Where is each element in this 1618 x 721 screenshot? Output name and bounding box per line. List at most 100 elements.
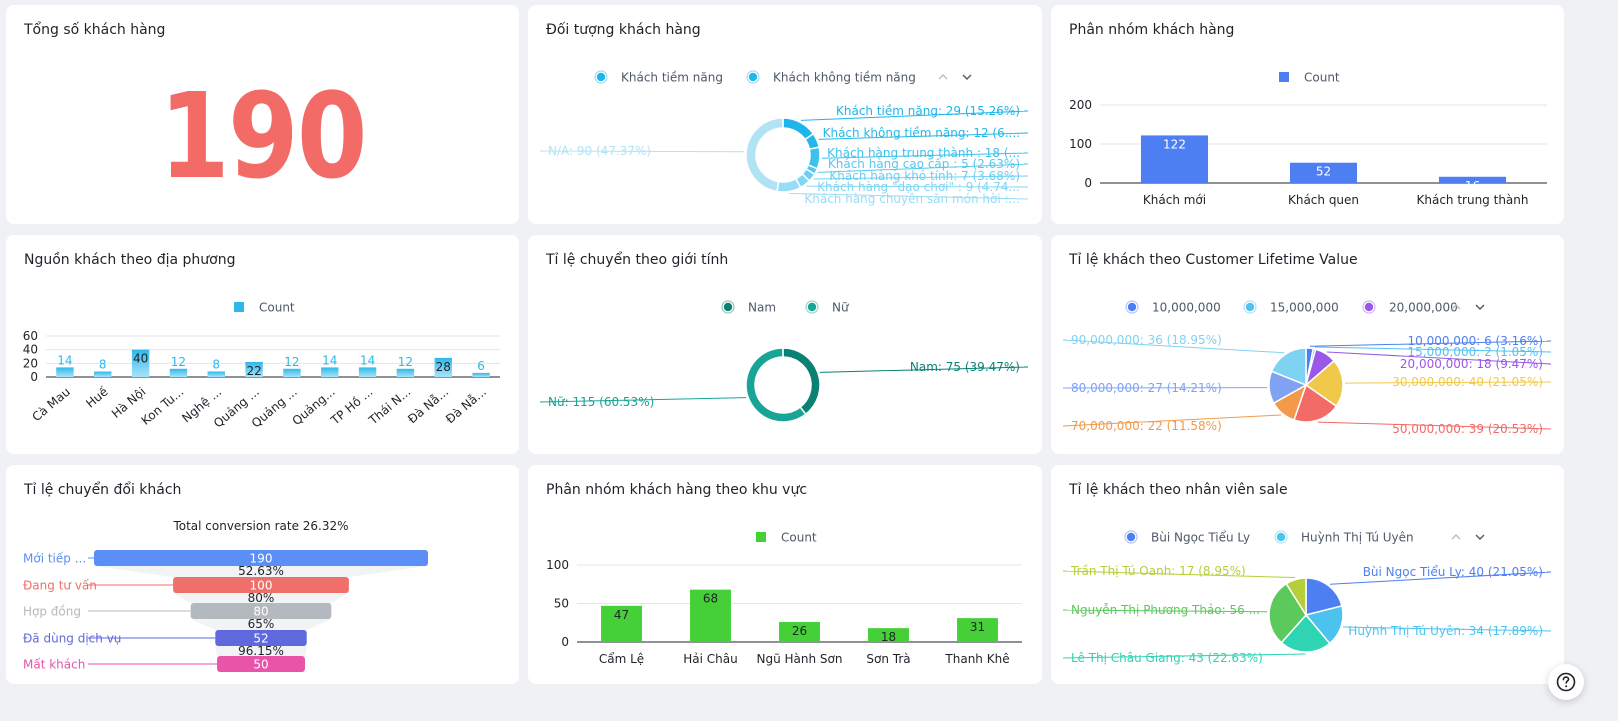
total-customers-value: 190	[159, 67, 367, 205]
chevron-up-icon	[1451, 304, 1461, 310]
x-tick-label: Đà Nẵ...	[443, 385, 489, 427]
legend-label: Huỳnh Thị Tú Uyên	[1301, 531, 1414, 545]
bar	[396, 368, 415, 377]
pie-leader-line	[818, 132, 1029, 140]
funnel-stage-label: Đang tư vấn	[23, 579, 97, 593]
card-title: Tỉ lệ khách theo Customer Lifetime Value	[1069, 252, 1358, 268]
funnel-stage-label: Mới tiếp ...	[23, 552, 86, 566]
legend-label: Count	[259, 301, 295, 315]
legend-marker	[807, 302, 817, 312]
legend-label: Count	[781, 531, 817, 545]
pie-leader-line	[539, 397, 747, 403]
pie-label: Nguyễn Thị Phương Thảo: 56 ...	[1071, 603, 1260, 617]
bar-value-label: 31	[970, 620, 985, 634]
y-tick-label: 200	[1069, 98, 1092, 112]
pie-leader-line	[1062, 339, 1285, 354]
x-tick-label: Cẩm Lệ	[599, 652, 644, 666]
bar	[321, 367, 339, 377]
y-tick-label: 100	[546, 558, 569, 572]
funnel-value: 52	[253, 632, 268, 646]
bar	[131, 349, 150, 377]
bar-value-label: 16	[1465, 179, 1480, 193]
y-tick-label: 20	[23, 356, 38, 370]
funnel-stage-label: Đã dùng dịch vụ	[23, 632, 121, 646]
pie-label: Nữ: 115 (60.53%)	[548, 395, 654, 409]
card-title: Tỉ lệ khách theo nhân viên sale	[1069, 482, 1288, 498]
pie-label: Khách hàng trung thành : 18 (...	[827, 146, 1020, 160]
pie-label: N/A: 90 (47.37%)	[548, 144, 651, 158]
funnel-value: 100	[250, 579, 273, 593]
y-tick-label: 0	[561, 635, 569, 649]
funnel-stage-label: Hợp đồng	[23, 605, 81, 619]
bar-value-label: 47	[614, 608, 629, 622]
chevron-down-icon	[962, 74, 972, 80]
pie-slice	[1304, 605, 1344, 645]
pie-leader-line	[1326, 351, 1552, 365]
pie-leader-line	[813, 175, 1029, 180]
chevron-up-icon	[1451, 534, 1461, 540]
pie-label: Khách tiềm năng: 29 (15.26%)	[836, 104, 1020, 118]
pie-leader-line	[821, 152, 1029, 159]
card-title: Nguồn khách theo địa phương	[24, 252, 236, 268]
pie-leader-line	[789, 192, 1029, 200]
card-title: Phân nhóm khách hàng	[1069, 22, 1235, 38]
pie-slice	[745, 117, 784, 193]
bar	[690, 589, 731, 642]
bar	[779, 621, 820, 642]
card-title: Tỉ lệ chuyển đổi khách	[24, 482, 182, 498]
bar-value-label: 6	[477, 359, 485, 373]
bar	[1438, 176, 1507, 183]
bar	[94, 371, 112, 377]
bar-value-label: 122	[1163, 137, 1186, 151]
funnel-rate: 65%	[248, 617, 275, 631]
pie-label: Huỳnh Thị Tú Uyên: 34 (17.89%)	[1348, 624, 1543, 638]
pie-label: Lê Thị Châu Giang: 43 (22.63%)	[1071, 651, 1263, 665]
y-tick-label: 40	[23, 343, 38, 357]
card-conversion-funnel: Tỉ lệ chuyển đổi khách Total conversion …	[6, 465, 519, 684]
x-tick-label: Hải Châu	[683, 652, 737, 666]
pie-label: Khách hàng chuyên săn món hời :...	[804, 192, 1020, 206]
gender-donut-chart: Nam Nữ Nam: 75 (39.47%) Nữ: 115 (60.53%)	[539, 300, 1029, 423]
bar-value-label: 12	[284, 355, 299, 369]
funnel-summary: Total conversion rate 26.32%	[172, 519, 348, 533]
chevron-down-icon	[1475, 304, 1485, 310]
pie-label: Khách hàng "dạo chơi" : 9 (4.74...	[817, 180, 1020, 194]
legend-label: Khách không tiềm năng	[773, 71, 916, 85]
legend-marker	[756, 532, 766, 542]
funnel-rate: 52.63%	[238, 564, 284, 578]
card-title: Tỉ lệ chuyển theo giới tính	[546, 252, 729, 268]
y-tick-label: 50	[554, 597, 569, 611]
bar-value-label: 8	[212, 358, 220, 372]
bar-value-label: 12	[171, 355, 186, 369]
legend-marker	[1364, 302, 1374, 312]
x-tick-label: Khách trung thành	[1416, 193, 1528, 207]
legend-marker	[1245, 302, 1255, 312]
bar	[601, 605, 642, 642]
card-customer-segments: Phân nhóm khách hàng Count 0 100 200 122 Khác…	[1051, 5, 1564, 224]
funnel-bar	[215, 630, 307, 646]
pie-leader-line	[800, 110, 1029, 121]
sales-staff-pie-chart: Bùi Ngọc Tiểu Ly Huỳnh Thị Tú Uyên Bùi Ngọ…	[1062, 530, 1552, 665]
area-segments-bar-chart: Count 0 50 100 47 Cẩm Lệ 68 Hải Châu 26 Ngũ Hành …	[546, 531, 1022, 666]
help-button[interactable]	[1548, 664, 1584, 700]
funnel-bar	[94, 550, 428, 566]
pie-label: Khách hàng khó tính: 7 (3.68%)	[829, 169, 1020, 183]
legend-label: Nữ	[832, 301, 850, 315]
bar-value-label: 12	[398, 355, 413, 369]
x-tick-label: Khách quen	[1288, 193, 1359, 207]
x-tick-label: Huế	[83, 384, 111, 411]
x-tick-label: Sơn Trà	[866, 652, 910, 666]
bar	[283, 368, 301, 377]
bar	[169, 368, 188, 377]
funnel-value: 190	[250, 552, 273, 566]
bar-value-label: 26	[792, 624, 807, 638]
legend-marker	[234, 302, 244, 312]
pie-label: 80,000,000: 27 (14.21%)	[1071, 381, 1222, 395]
x-tick-label: Cà Mau	[29, 385, 72, 425]
x-tick-label: Kon Tu...	[139, 385, 187, 428]
legend-marker	[723, 302, 733, 312]
bar-value-label: 14	[57, 353, 72, 367]
pie-leader-line	[1329, 571, 1552, 585]
funnel-bar	[190, 603, 332, 619]
bar	[245, 361, 263, 377]
